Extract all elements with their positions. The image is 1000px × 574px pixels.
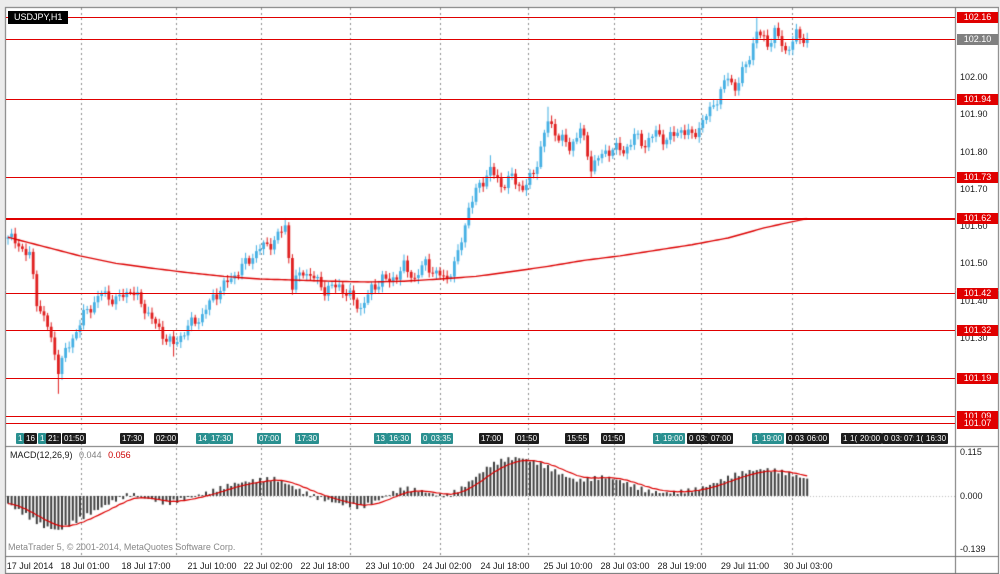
macd-axis-tick: 0.000 [960, 491, 983, 501]
trade-time-badge[interactable]: 01:50 [601, 433, 626, 444]
time-axis-label: 18 Jul 01:00 [60, 561, 110, 571]
price-level-line[interactable] [6, 415, 955, 417]
price-axis-tick: 101.70 [960, 184, 988, 194]
price-axis-tick: 101.60 [960, 221, 988, 231]
price-level-badge: 101.73 [957, 172, 998, 183]
trade-time-badge[interactable]: 0 [421, 433, 430, 444]
trade-time-badge[interactable]: 1 [38, 433, 47, 444]
time-axis-label: 25 Jul 10:00 [543, 561, 593, 571]
trade-time-badge[interactable]: 16:30 [387, 433, 412, 444]
trade-time-badge[interactable]: 19:00 [661, 433, 686, 444]
price-level-badge: 101.19 [957, 373, 998, 384]
trade-time-badge[interactable]: 1 [841, 433, 850, 444]
copyright-text: MetaTrader 5, © 2001-2014, MetaQuotes So… [8, 542, 236, 552]
price-level-line[interactable] [6, 329, 955, 331]
trade-time-badge[interactable]: 16:30 [924, 433, 949, 444]
price-axis-tick: 101.30 [960, 333, 988, 343]
trade-time-badge[interactable]: 03: [694, 433, 710, 444]
price-level-line[interactable] [6, 423, 955, 425]
trade-time-badge[interactable]: 1 [752, 433, 761, 444]
price-level-line[interactable] [6, 378, 955, 380]
time-axis-label: 28 Jul 19:00 [657, 561, 707, 571]
macd-main-value: 0.044 [79, 450, 102, 460]
trade-time-badge[interactable]: 07:00 [709, 433, 734, 444]
time-axis-label: 24 Jul 02:00 [422, 561, 472, 571]
time-axis-label: 23 Jul 10:00 [365, 561, 415, 571]
time-axis-label: 28 Jul 03:00 [600, 561, 650, 571]
price-axis-tick: 101.80 [960, 147, 988, 157]
time-axis-label: 29 Jul 11:00 [720, 561, 770, 571]
price-axis-tick: 101.90 [960, 109, 988, 119]
trade-time-badge[interactable]: 01:50 [515, 433, 540, 444]
trade-time-badge[interactable]: 07:00 [257, 433, 282, 444]
price-axis-tick: 102.00 [960, 72, 988, 82]
time-axis-label: 24 Jul 18:00 [480, 561, 530, 571]
macd-name: MACD(12,26,9) [10, 450, 73, 460]
price-level-line[interactable] [6, 98, 955, 100]
trade-time-badge[interactable]: 06:00 [805, 433, 830, 444]
price-level-line[interactable] [6, 16, 955, 18]
price-level-badge: 101.09 [957, 411, 998, 422]
trade-time-badge[interactable]: 0 [786, 433, 795, 444]
price-level-badge: 101.32 [957, 325, 998, 336]
trade-time-badge[interactable]: 03 [793, 433, 806, 444]
trade-time-badge[interactable]: 1 [653, 433, 662, 444]
time-axis-label: 17 Jul 2014 [6, 561, 54, 571]
price-axis-tick: 101.50 [960, 258, 988, 268]
trade-time-badge[interactable]: 21: [46, 433, 62, 444]
price-level-line[interactable] [6, 217, 955, 220]
trade-time-badge[interactable]: 1( [914, 433, 926, 444]
macd-axis-tick: 0.115 [960, 447, 982, 457]
trade-time-badge[interactable]: 20:00 [858, 433, 883, 444]
trade-time-badge[interactable]: 14 [196, 433, 209, 444]
trade-time-badge[interactable]: 17:00 [479, 433, 504, 444]
trade-time-badge[interactable]: 13 [374, 433, 387, 444]
trade-time-badge[interactable]: 1( [848, 433, 860, 444]
trade-time-badge[interactable]: 17:30 [209, 433, 234, 444]
time-axis-label: 21 Jul 10:00 [187, 561, 237, 571]
time-axis-label: 18 Jul 17:00 [121, 561, 171, 571]
time-axis-label: 22 Jul 02:00 [243, 561, 293, 571]
trade-time-badge[interactable]: 17:30 [120, 433, 145, 444]
time-axis-label: 30 Jul 03:00 [783, 561, 833, 571]
trade-time-badge[interactable]: 01:50 [62, 433, 87, 444]
price-axis-tick: 101.40 [960, 296, 988, 306]
symbol-timeframe-label: USDJPY,H1 [8, 11, 69, 24]
trade-time-badge[interactable]: 1 [16, 433, 25, 444]
price-level-badge: 101.94 [957, 94, 998, 105]
price-level-badge: 101.42 [957, 288, 998, 299]
trade-time-badge[interactable]: 02:00 [154, 433, 179, 444]
price-level-badge: 101.62 [957, 213, 998, 224]
trade-time-badge[interactable]: 16 [24, 433, 37, 444]
trade-time-badge[interactable]: 0 [882, 433, 891, 444]
price-level-badge: 101.07 [957, 418, 998, 429]
macd-indicator-label: MACD(12,26,9) 0.044 0.056 [10, 450, 135, 460]
trade-time-badge[interactable]: 0 [687, 433, 696, 444]
trade-time-badge[interactable]: 17:30 [295, 433, 320, 444]
current-bid-badge: 102.10 [957, 34, 998, 45]
trade-time-badge[interactable]: 19:00 [760, 433, 785, 444]
price-level-line[interactable] [6, 177, 955, 179]
macd-axis-tick: -0.139 [960, 544, 986, 554]
price-level-badge: 102.16 [957, 12, 998, 23]
macd-signal-value: 0.056 [108, 450, 131, 460]
time-axis-label: 22 Jul 18:00 [300, 561, 350, 571]
trade-time-badge[interactable]: 03: [889, 433, 905, 444]
price-level-line[interactable] [6, 39, 955, 41]
price-level-line[interactable] [6, 292, 955, 294]
trade-time-badge[interactable]: 03:35 [429, 433, 454, 444]
trade-time-badge[interactable]: 15:55 [565, 433, 590, 444]
